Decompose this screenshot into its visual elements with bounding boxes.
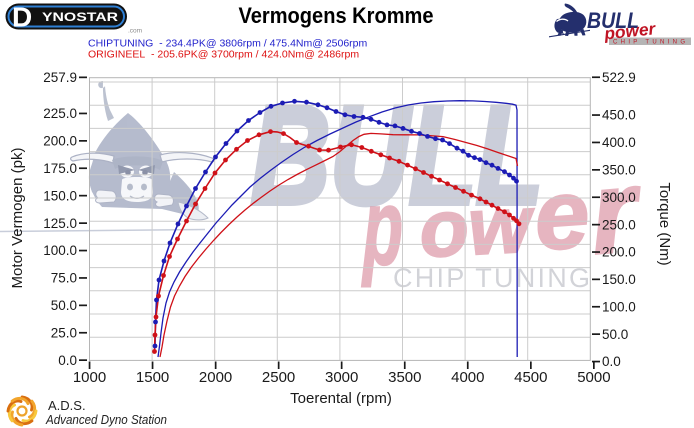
svg-text:0.0: 0.0	[58, 353, 77, 368]
svg-text:450.0: 450.0	[602, 108, 636, 123]
svg-text:522.9: 522.9	[602, 70, 636, 85]
svg-text:Toerental (rpm): Toerental (rpm)	[290, 390, 392, 407]
svg-text:225.0: 225.0	[43, 106, 77, 121]
svg-text:25.0: 25.0	[51, 325, 77, 340]
svg-text:Advanced Dyno Station: Advanced Dyno Station	[45, 413, 167, 427]
svg-text:4500: 4500	[514, 369, 547, 386]
svg-text:3500: 3500	[388, 369, 421, 386]
svg-text:2500: 2500	[262, 369, 295, 386]
svg-text:200.0: 200.0	[602, 245, 636, 260]
svg-text:125.0: 125.0	[43, 216, 77, 231]
svg-text:Torque (Nm): Torque (Nm)	[656, 182, 673, 265]
svg-text:100.0: 100.0	[602, 299, 636, 314]
svg-text:r: r	[585, 144, 648, 280]
svg-text:BULL: BULL	[587, 8, 639, 33]
svg-text:250.0: 250.0	[602, 217, 636, 232]
svg-text:1000: 1000	[73, 369, 106, 386]
svg-text:A.D.S.: A.D.S.	[48, 398, 86, 413]
svg-text:5000: 5000	[577, 369, 610, 386]
svg-text:200.0: 200.0	[43, 134, 77, 149]
svg-text:e: e	[531, 157, 593, 271]
svg-text:ow: ow	[417, 179, 537, 274]
svg-text:400.0: 400.0	[602, 135, 636, 150]
svg-text:150.0: 150.0	[43, 188, 77, 203]
svg-text:350.0: 350.0	[602, 163, 636, 178]
svg-text:Motor Vermogen (pk): Motor Vermogen (pk)	[9, 148, 26, 289]
svg-text:150.0: 150.0	[602, 272, 636, 287]
svg-text:4000: 4000	[451, 369, 484, 386]
svg-text:100.0: 100.0	[43, 243, 77, 258]
svg-text:75.0: 75.0	[51, 271, 77, 286]
svg-text:175.0: 175.0	[43, 161, 77, 176]
svg-text:.com: .com	[128, 28, 142, 35]
svg-text:D: D	[12, 2, 32, 33]
svg-text:Vermogens Kromme: Vermogens Kromme	[239, 3, 434, 28]
svg-text:CHIPTUNING - 234.4PK@ 3806rpm: CHIPTUNING - 234.4PK@ 3806rpm / 475.4Nm@…	[88, 38, 368, 50]
svg-text:2000: 2000	[199, 369, 232, 386]
svg-text:50.0: 50.0	[602, 327, 628, 342]
svg-text:257.9: 257.9	[43, 70, 77, 85]
svg-text:50.0: 50.0	[51, 298, 77, 313]
svg-text:0.0: 0.0	[602, 354, 621, 369]
svg-text:1500: 1500	[136, 369, 169, 386]
svg-text:YNOSTAR: YNOSTAR	[42, 12, 119, 24]
svg-text:300.0: 300.0	[602, 190, 636, 205]
svg-text:ORIGINEEL - 205.6PK@ 3700rpm: ORIGINEEL - 205.6PK@ 3700rpm / 424.0Nm@ …	[88, 49, 359, 61]
svg-text:3000: 3000	[325, 369, 358, 386]
